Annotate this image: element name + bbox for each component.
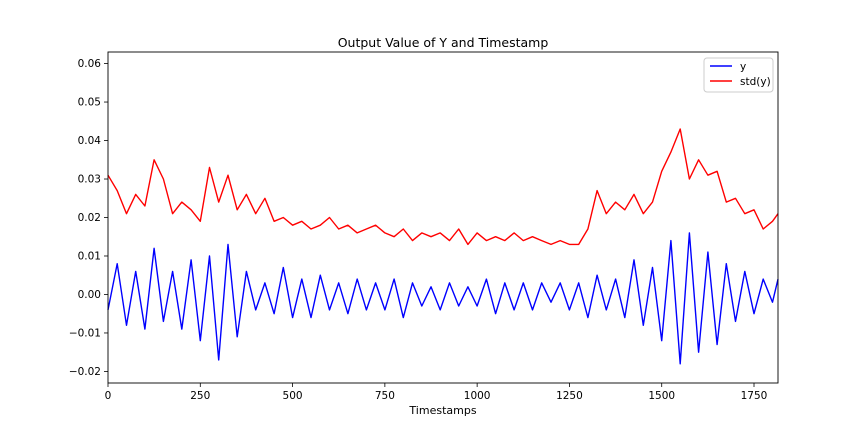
series-line-std-y	[107, 128, 779, 246]
x-tick-label: 1000	[464, 390, 491, 402]
x-tick-label: 500	[283, 390, 303, 402]
legend-label-std: std(y)	[740, 76, 771, 88]
x-tick-label: 0	[105, 390, 112, 402]
y-axis: −0.02 −0.01 0.00 0.01 0.02 0.03 0.04 0.05 0.06	[69, 58, 108, 378]
y-tick-label: 0.06	[78, 58, 102, 70]
x-axis: 0 250 500 750 1000 1250 1500 1750	[105, 383, 768, 402]
chart-title: Output Value of Y and Timestamp	[338, 35, 549, 50]
legend: y std(y)	[703, 57, 774, 93]
legend-label-y: y	[740, 61, 746, 73]
y-tick-label: 0.01	[78, 250, 101, 262]
x-tick-label: 1500	[648, 390, 675, 402]
y-tick-label: 0.00	[78, 289, 101, 301]
y-tick-label: 0.05	[78, 97, 101, 109]
x-tick-label: 250	[190, 390, 210, 402]
x-axis-label: Timestamps	[408, 404, 476, 417]
x-tick-label: 750	[375, 390, 395, 402]
y-tick-label: −0.01	[69, 327, 101, 339]
x-tick-label: 1750	[741, 390, 768, 402]
y-tick-label: 0.04	[78, 135, 102, 147]
y-tick-label: 0.03	[78, 174, 101, 186]
x-tick-label: 1250	[556, 390, 583, 402]
y-tick-label: 0.02	[78, 212, 101, 224]
series-layer	[107, 128, 779, 365]
y-tick-label: −0.02	[69, 366, 101, 378]
series-line-y	[107, 232, 779, 365]
